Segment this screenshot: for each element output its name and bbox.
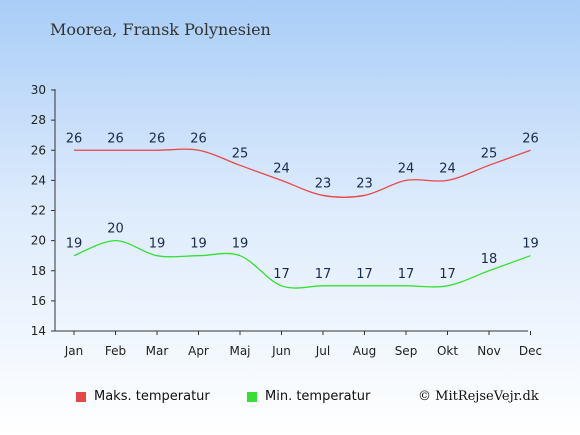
- legend-label-min: Min. temperatur: [265, 389, 371, 404]
- data-label-min: 19: [522, 237, 539, 252]
- x-tick-label: Jul: [315, 344, 330, 358]
- data-label-max: 24: [273, 161, 290, 176]
- data-labels: 26 26 26 26 25 24 23 23 24 24 25 26 19 20 19 19 19 17 17 17…: [66, 131, 539, 282]
- data-label-max: 26: [107, 131, 124, 146]
- data-label-min: 19: [66, 237, 83, 252]
- x-tick-label: Maj: [229, 344, 250, 358]
- tick-labels: 14 16 18 20 22 24 26 28 30 Jan Feb Mar Apr Maj Jun Jul A…: [31, 83, 542, 358]
- x-tick-label: Jan: [64, 344, 84, 358]
- data-label-max: 24: [439, 161, 456, 176]
- y-tick-label: 24: [31, 173, 46, 187]
- data-label-max: 26: [66, 131, 83, 146]
- legend-swatch-max: [76, 391, 86, 402]
- data-label-min: 19: [149, 237, 166, 252]
- x-tick-label: Aug: [353, 344, 376, 358]
- y-tick-label: 18: [31, 264, 46, 278]
- series-line-max: [74, 148, 531, 198]
- axes: [51, 89, 531, 335]
- data-label-min: 20: [107, 222, 124, 237]
- copyright-credit: © MitRejseVejr.dk: [418, 389, 539, 404]
- data-label-max: 26: [522, 131, 539, 146]
- data-label-min: 17: [356, 267, 373, 282]
- data-label-min: 19: [190, 237, 207, 252]
- x-tick-label: Dec: [519, 344, 542, 358]
- data-label-max: 25: [232, 146, 249, 161]
- x-tick-label: Mar: [146, 344, 169, 358]
- y-tick-label: 28: [31, 113, 46, 127]
- data-label-max: 25: [481, 146, 498, 161]
- y-tick-label: 16: [31, 294, 46, 308]
- legend-label-max: Maks. temperatur: [94, 389, 210, 404]
- data-label-max: 26: [190, 131, 207, 146]
- series-lines: [73, 148, 531, 289]
- data-label-min: 17: [398, 267, 415, 282]
- legend-item-min: Min. temperatur: [247, 389, 370, 404]
- data-label-min: 19: [232, 237, 249, 252]
- x-tick-label: Sep: [395, 344, 418, 358]
- y-tick-label: 14: [31, 324, 46, 338]
- y-tick-label: 30: [31, 83, 46, 97]
- x-tick-label: Apr: [188, 344, 209, 358]
- legend-item-max: Maks. temperatur: [76, 389, 210, 404]
- data-label-max: 26: [149, 131, 166, 146]
- y-tick-label: 26: [31, 143, 46, 157]
- legend-swatch-min: [247, 391, 257, 402]
- y-tick-label: 22: [31, 204, 46, 218]
- x-tick-label: Feb: [105, 344, 126, 358]
- series-line-min: [73, 239, 531, 289]
- data-label-max: 24: [398, 161, 415, 176]
- data-label-min: 17: [315, 267, 332, 282]
- data-label-min: 17: [273, 267, 290, 282]
- x-tick-label: Jun: [271, 344, 291, 358]
- data-label-min: 17: [439, 267, 456, 282]
- data-label-max: 23: [356, 176, 373, 191]
- chart-title: Moorea, Fransk Polynesien: [50, 20, 271, 39]
- x-tick-label: Nov: [477, 344, 500, 358]
- data-label-max: 23: [315, 176, 332, 191]
- y-tick-label: 20: [31, 234, 46, 248]
- x-tick-label: Okt: [437, 344, 458, 358]
- data-label-min: 18: [481, 252, 498, 267]
